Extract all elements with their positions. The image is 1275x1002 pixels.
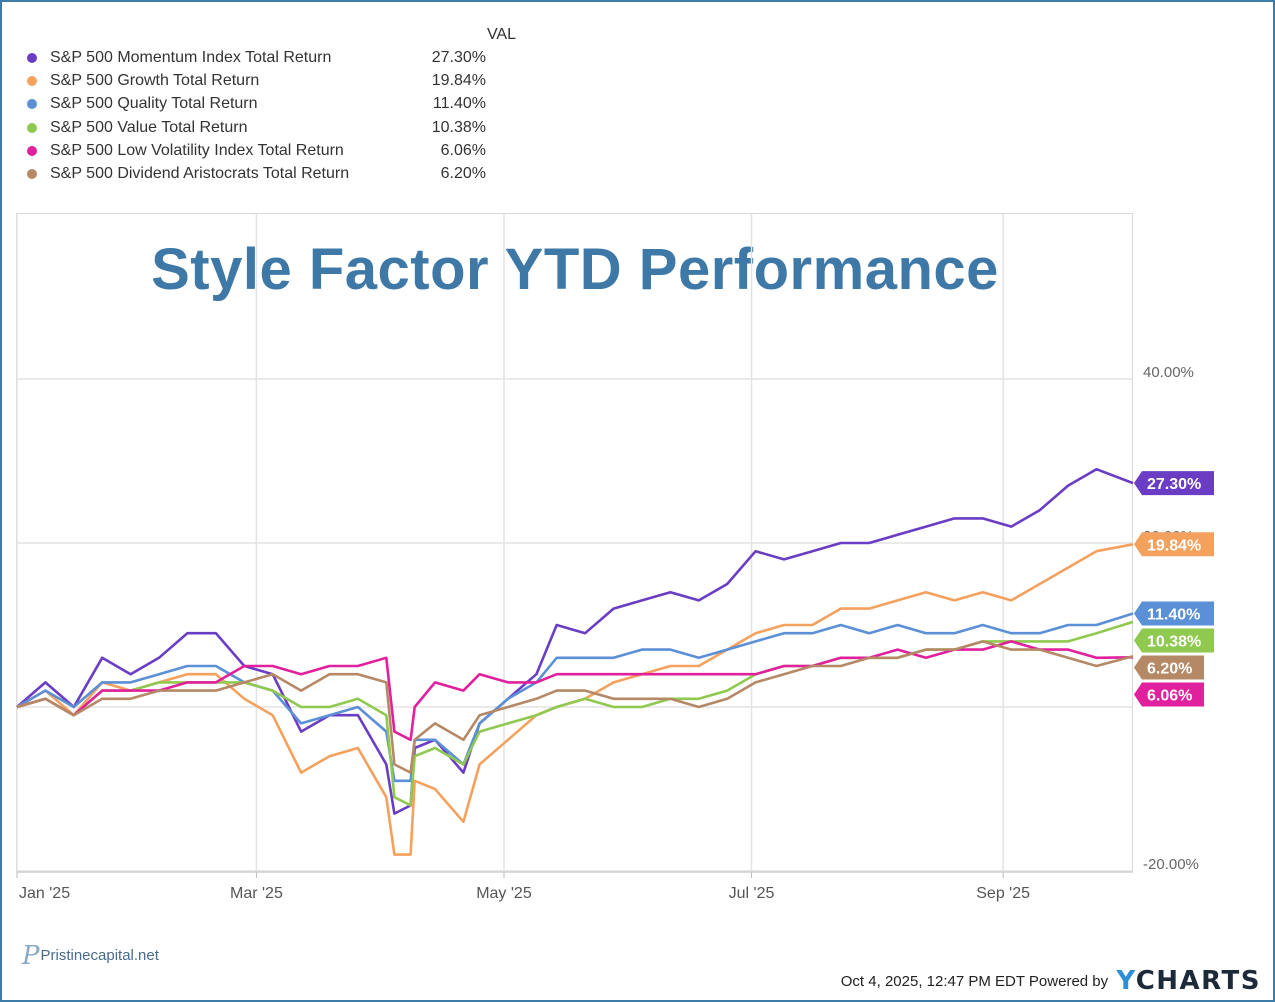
legend-series-value: 6.20% <box>440 165 486 182</box>
legend-series-name: S&P 500 Momentum Index Total Return <box>50 49 332 66</box>
legend-item[interactable]: S&P 500 Momentum Index Total Return 27.30… <box>26 47 496 69</box>
legend-item[interactable]: S&P 500 Value Total Return 10.38% <box>26 117 496 139</box>
x-tick-label: Sep '25 <box>976 885 1030 902</box>
legend-item[interactable]: S&P 500 Quality Total Return 11.40% <box>26 93 496 115</box>
series-line <box>16 467 1134 815</box>
footer-timestamp: Oct 4, 2025, 12:47 PM EDT <box>840 973 1025 990</box>
value-flag-label: 19.84% <box>1147 537 1201 554</box>
legend-header: VAL <box>486 26 516 43</box>
x-tick-label: Mar '25 <box>230 885 283 902</box>
chart-title: Style Factor YTD Performance <box>151 237 999 302</box>
legend-series-value: 19.84% <box>431 72 486 90</box>
footer: Oct 4, 2025, 12:47 PM EDT Powered by YCH… <box>841 966 1261 996</box>
legend-item[interactable]: S&P 500 Low Volatility Index Total Retur… <box>26 140 496 162</box>
y-tick-label: 40.00% <box>1143 364 1194 381</box>
legend-series-value: 11.40% <box>432 95 486 113</box>
legend-series-value: 10.38% <box>431 118 486 136</box>
legend-marker-icon <box>27 145 37 156</box>
value-flag-label: 27.30% <box>1147 476 1201 493</box>
legend-series-name: S&P 500 Low Volatility Index Total Retur… <box>50 141 344 159</box>
legend-item[interactable]: S&P 500 Dividend Aristocrats Total Retur… <box>26 163 496 185</box>
ycharts-logo[interactable]: YCHARTS <box>1116 966 1261 996</box>
value-flag <box>1134 682 1204 707</box>
value-flag <box>1134 471 1214 496</box>
legend-series-name: S&P 500 Growth Total Return <box>50 72 260 90</box>
y-tick-label: -20.00% <box>1143 856 1199 873</box>
x-tick-label: May '25 <box>476 885 532 902</box>
value-flag-label: 10.38% <box>1147 634 1201 651</box>
value-flag <box>1134 655 1204 680</box>
p-logo-icon: P <box>22 941 40 971</box>
legend-series-value: 6.06% <box>440 141 486 159</box>
value-flag-label: 11.40% <box>1147 607 1200 624</box>
pristine-capital-logo: PPristinecapital.net <box>22 941 159 971</box>
legend-series-name: S&P 500 Dividend Aristocrats Total Retur… <box>50 165 350 182</box>
brand-name: Pristinecapital.net <box>40 947 159 964</box>
legend-series-name: S&P 500 Value Total Return <box>50 118 248 136</box>
value-flag <box>1134 532 1214 557</box>
value-flag-label: 6.20% <box>1147 661 1192 678</box>
legend-marker-icon <box>27 169 37 179</box>
legend-marker-icon <box>27 53 37 63</box>
series-line <box>16 640 1134 774</box>
value-flag <box>1134 601 1214 626</box>
series-line <box>16 640 1134 742</box>
legend-series-value: 27.30% <box>431 49 486 66</box>
legend-marker-icon <box>27 122 37 133</box>
x-tick-label: Jan '25 <box>19 885 70 902</box>
legend-item[interactable]: S&P 500 Growth Total Return 19.84% <box>26 70 496 92</box>
series-line <box>16 612 1134 783</box>
footer-powered-by: Powered by <box>1028 973 1109 990</box>
series-line <box>16 543 1134 856</box>
legend-series-name: S&P 500 Quality Total Return <box>50 95 258 113</box>
value-flag-label: 6.06% <box>1147 688 1192 705</box>
legend-marker-icon <box>27 76 37 87</box>
x-tick-label: Jul '25 <box>729 885 775 902</box>
legend-marker-icon <box>27 99 37 110</box>
value-flag <box>1134 628 1214 653</box>
